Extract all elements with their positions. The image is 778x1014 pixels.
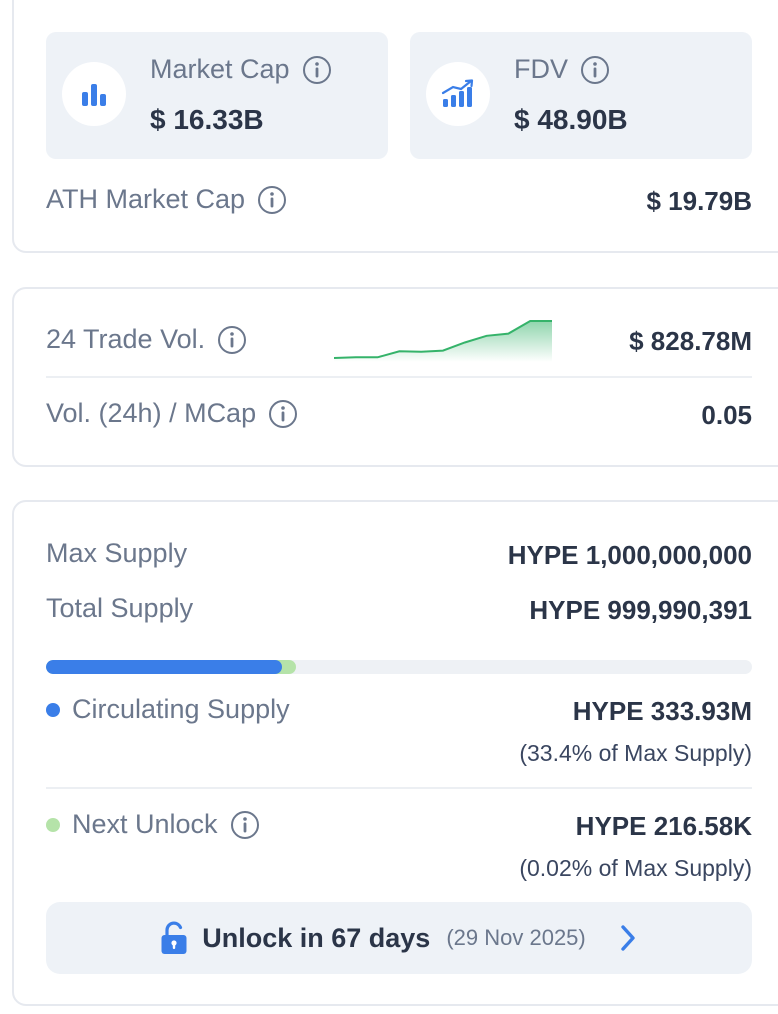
fdv-label: FDV: [514, 54, 568, 84]
unlock-countdown: Unlock in 67 days: [202, 922, 431, 953]
unlock-schedule-button[interactable]: Unlock in 67 days (29 Nov 2025): [46, 902, 752, 974]
info-icon[interactable]: [580, 55, 610, 85]
divider: [46, 787, 752, 789]
volume-sparkline: [334, 320, 552, 362]
info-icon[interactable]: [230, 810, 260, 840]
divider: [46, 376, 752, 378]
info-icon[interactable]: [257, 185, 287, 215]
ath-market-cap-label: ATH Market Cap: [46, 184, 246, 214]
max-supply-value: HYPE 1,000,000,000: [507, 540, 752, 570]
trade-vol-label: 24 Trade Vol.: [46, 324, 206, 354]
ath-market-cap-value: $ 19.79B: [646, 186, 752, 216]
market-cap-tile: Market Cap $ 16.33B: [46, 32, 388, 159]
circulating-dot: [46, 702, 60, 717]
circulating-supply-percent: (33.4% of Max Supply): [519, 740, 752, 766]
total-supply-value: HYPE 999,990,391: [529, 595, 752, 625]
unlock-icon: [161, 921, 187, 954]
fdv-value: $ 48.90B: [514, 104, 628, 135]
trending-chart-icon: [426, 62, 490, 126]
vol-mcap-value: 0.05: [701, 400, 752, 430]
fdv-tile: FDV $ 48.90B: [410, 32, 752, 159]
bar-chart-icon: [62, 62, 126, 126]
supply-progress-bar: [46, 660, 752, 674]
circulating-progress: [46, 660, 282, 674]
circulating-supply-value: HYPE 333.93M: [572, 696, 752, 726]
market-cap-label: Market Cap: [150, 54, 290, 84]
info-icon[interactable]: [302, 55, 332, 85]
circulating-supply-label: Circulating Supply: [72, 694, 290, 724]
next-unlock-value: HYPE 216.58K: [575, 811, 752, 841]
trade-vol-value: $ 828.78M: [629, 326, 752, 356]
max-supply-label: Max Supply: [46, 538, 188, 568]
total-supply-label: Total Supply: [46, 593, 194, 623]
market-cap-value: $ 16.33B: [150, 104, 264, 135]
next-unlock-dot: [46, 817, 60, 832]
next-unlock-percent: (0.02% of Max Supply): [519, 855, 752, 881]
next-unlock-label: Next Unlock: [72, 809, 218, 839]
vol-mcap-label: Vol. (24h) / MCap: [46, 398, 257, 428]
chevron-right-icon: [621, 925, 635, 951]
info-icon[interactable]: [217, 325, 247, 355]
info-icon[interactable]: [268, 399, 298, 429]
unlock-date: (29 Nov 2025): [446, 925, 586, 950]
